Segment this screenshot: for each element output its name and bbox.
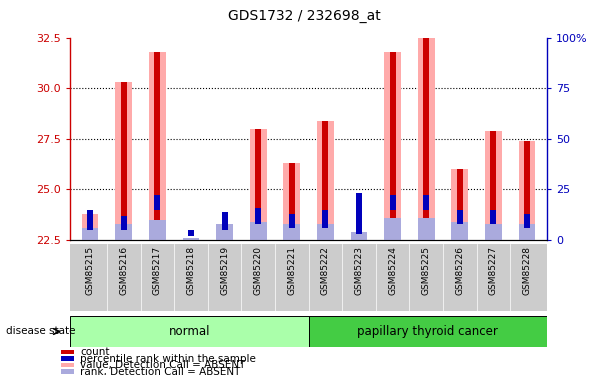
- Bar: [154, 195, 161, 210]
- Text: GSM85222: GSM85222: [321, 246, 330, 295]
- Bar: [317, 120, 334, 240]
- Bar: [182, 238, 199, 240]
- Text: GSM85219: GSM85219: [220, 246, 229, 295]
- Text: percentile rank within the sample: percentile rank within the sample: [80, 354, 256, 364]
- Bar: [351, 232, 367, 240]
- Bar: [384, 52, 401, 240]
- Bar: [289, 214, 295, 228]
- Bar: [221, 211, 227, 230]
- Text: GSM85217: GSM85217: [153, 246, 162, 295]
- Bar: [423, 195, 429, 210]
- Bar: [519, 224, 536, 240]
- Text: GSM85228: GSM85228: [522, 246, 531, 295]
- Bar: [255, 208, 261, 224]
- Bar: [81, 214, 98, 240]
- Text: GSM85224: GSM85224: [388, 246, 397, 295]
- Text: normal: normal: [168, 325, 210, 338]
- Bar: [308, 316, 547, 347]
- Bar: [154, 52, 161, 240]
- Bar: [250, 222, 266, 240]
- Bar: [116, 224, 132, 240]
- Bar: [322, 210, 328, 228]
- Text: value, Detection Call = ABSENT: value, Detection Call = ABSENT: [80, 360, 246, 370]
- Bar: [255, 129, 261, 240]
- Bar: [70, 316, 308, 347]
- Text: disease state: disease state: [6, 327, 75, 336]
- Bar: [491, 130, 497, 240]
- Text: count: count: [80, 347, 110, 357]
- Text: papillary thyroid cancer: papillary thyroid cancer: [358, 325, 499, 338]
- Text: GSM85215: GSM85215: [86, 246, 95, 295]
- Bar: [216, 224, 233, 240]
- Text: GSM85226: GSM85226: [455, 246, 465, 295]
- Bar: [188, 230, 194, 236]
- Bar: [120, 216, 126, 230]
- Bar: [457, 169, 463, 240]
- Bar: [524, 141, 530, 240]
- Bar: [457, 210, 463, 224]
- Bar: [356, 194, 362, 234]
- Bar: [283, 163, 300, 240]
- Bar: [485, 224, 502, 240]
- Bar: [221, 232, 227, 240]
- Bar: [519, 141, 536, 240]
- Text: GSM85225: GSM85225: [422, 246, 430, 295]
- Bar: [390, 52, 396, 240]
- Bar: [390, 195, 396, 210]
- Text: rank, Detection Call = ABSENT: rank, Detection Call = ABSENT: [80, 367, 241, 375]
- Text: GSM85220: GSM85220: [254, 246, 263, 295]
- Bar: [524, 214, 530, 228]
- Bar: [216, 232, 233, 240]
- Bar: [491, 210, 497, 224]
- Text: GSM85218: GSM85218: [187, 246, 195, 295]
- Bar: [149, 220, 166, 240]
- Bar: [351, 232, 367, 240]
- Bar: [317, 224, 334, 240]
- Bar: [418, 38, 435, 240]
- Bar: [182, 238, 199, 240]
- Bar: [289, 163, 295, 240]
- Bar: [451, 169, 468, 240]
- Bar: [322, 120, 328, 240]
- Text: GSM85221: GSM85221: [287, 246, 296, 295]
- Bar: [423, 38, 429, 240]
- Text: GSM85216: GSM85216: [119, 246, 128, 295]
- Bar: [188, 238, 194, 240]
- Bar: [283, 224, 300, 240]
- Bar: [120, 82, 126, 240]
- Text: GDS1732 / 232698_at: GDS1732 / 232698_at: [227, 9, 381, 23]
- Text: GSM85227: GSM85227: [489, 246, 498, 295]
- Bar: [87, 210, 93, 230]
- Bar: [149, 52, 166, 240]
- Text: GSM85223: GSM85223: [354, 246, 364, 295]
- Bar: [485, 130, 502, 240]
- Bar: [87, 214, 93, 240]
- Bar: [250, 129, 266, 240]
- Bar: [384, 218, 401, 240]
- Bar: [116, 82, 132, 240]
- Bar: [451, 222, 468, 240]
- Bar: [356, 232, 362, 240]
- Bar: [81, 228, 98, 240]
- Bar: [418, 218, 435, 240]
